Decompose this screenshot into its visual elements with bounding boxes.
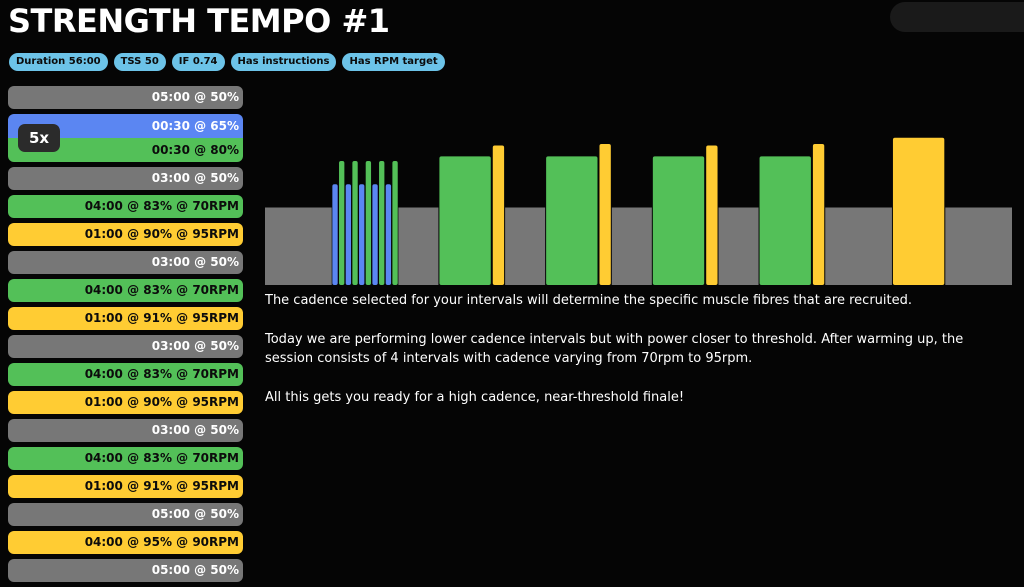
interval-row[interactable]: 04:00 @ 83% @ 70RPM: [8, 195, 243, 218]
profile-bar: [385, 184, 392, 285]
interval-row[interactable]: 01:00 @ 91% @ 95RPM: [8, 475, 243, 498]
profile-bar: [599, 143, 611, 285]
tag-duration: Duration 56:00: [9, 53, 108, 71]
tag-instructions: Has instructions: [230, 53, 337, 71]
interval-row[interactable]: 03:00 @ 50%: [8, 419, 243, 442]
profile-bar: [365, 161, 372, 285]
interval-row[interactable]: 03:00 @ 50%: [8, 335, 243, 358]
profile-bar: [546, 156, 598, 285]
workout-tags: Duration 56:00 TSS 50 IF 0.74 Has instru…: [9, 53, 445, 71]
profile-bar: [345, 184, 352, 285]
interval-list: 05:00 @ 50% 00:30 @ 65% 00:30 @ 80% 5x 0…: [8, 86, 243, 587]
profile-bar: [652, 156, 705, 285]
profile-bar: [611, 207, 652, 285]
interval-row[interactable]: 01:00 @ 90% @ 95RPM: [8, 223, 243, 246]
profile-bar: [439, 156, 491, 285]
profile-bar: [359, 184, 365, 285]
interval-row[interactable]: 03:00 @ 50%: [8, 167, 243, 190]
profile-bar: [352, 161, 358, 285]
interval-row[interactable]: 01:00 @ 90% @ 95RPM: [8, 391, 243, 414]
profile-bar: [892, 137, 945, 285]
profile-bar: [759, 156, 811, 285]
profile-bar: [339, 161, 345, 285]
profile-bar: [945, 207, 1012, 285]
interval-row[interactable]: 03:00 @ 50%: [8, 251, 243, 274]
workout-profile-chart: [265, 137, 1012, 285]
tag-rpm-target: Has RPM target: [342, 53, 445, 71]
profile-bar: [392, 161, 398, 285]
workout-description: The cadence selected for your intervals …: [265, 291, 1005, 427]
profile-bar: [379, 161, 385, 285]
profile-bar: [492, 145, 505, 285]
description-paragraph: Today we are performing lower cadence in…: [265, 332, 964, 366]
profile-bar: [332, 184, 338, 285]
profile-bar: [825, 207, 892, 285]
profile-bar: [372, 184, 378, 285]
tag-if: IF 0.74: [171, 53, 225, 71]
repeat-block[interactable]: 00:30 @ 65% 00:30 @ 80% 5x: [8, 114, 243, 162]
interval-row[interactable]: 04:00 @ 83% @ 70RPM: [8, 447, 243, 470]
description-paragraph: The cadence selected for your intervals …: [265, 293, 912, 308]
workout-title: STRENGTH TEMPO #1: [8, 2, 390, 40]
interval-row[interactable]: 05:00 @ 50%: [8, 86, 243, 109]
tag-tss: TSS 50: [113, 53, 166, 71]
profile-bar: [505, 207, 546, 285]
interval-row[interactable]: 05:00 @ 50%: [8, 503, 243, 526]
interval-row[interactable]: 01:00 @ 91% @ 95RPM: [8, 307, 243, 330]
profile-bar: [706, 145, 718, 285]
profile-bar: [398, 207, 439, 285]
repeat-count-badge: 5x: [18, 124, 60, 152]
profile-bar: [265, 207, 332, 285]
profile-bar: [718, 207, 759, 285]
profile-bar: [812, 143, 825, 285]
top-right-control[interactable]: [890, 2, 1024, 32]
interval-row[interactable]: 04:00 @ 83% @ 70RPM: [8, 279, 243, 302]
description-paragraph: All this gets you ready for a high caden…: [265, 390, 685, 405]
interval-row[interactable]: 05:00 @ 50%: [8, 559, 243, 582]
interval-row[interactable]: 04:00 @ 83% @ 70RPM: [8, 363, 243, 386]
interval-row[interactable]: 04:00 @ 95% @ 90RPM: [8, 531, 243, 554]
